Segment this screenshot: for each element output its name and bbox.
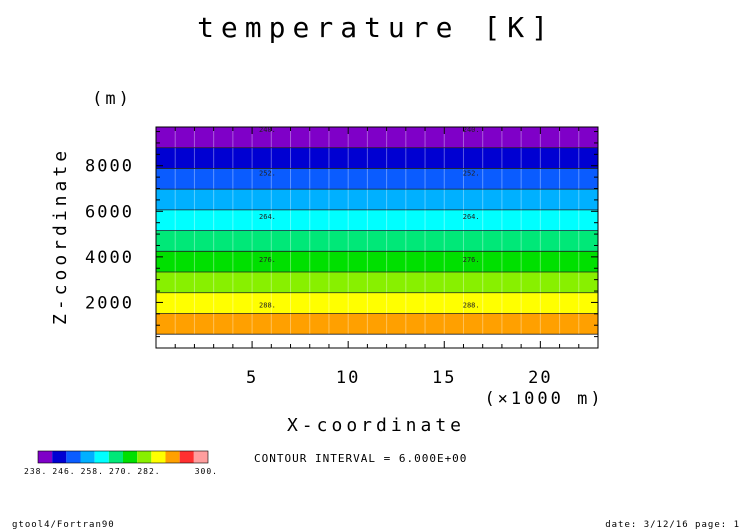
band-6 <box>156 251 598 273</box>
colorbar-swatch <box>193 451 208 463</box>
footer-right: date: 3/12/16 page: 1 <box>605 520 740 530</box>
colorbar-swatch <box>151 451 166 463</box>
colorbar-swatch <box>179 451 194 463</box>
band-0 <box>156 127 598 148</box>
plot-frame <box>155 126 599 349</box>
band-8 <box>156 292 598 314</box>
colorbar-label: 300. <box>195 467 218 476</box>
y-unit-label: (m) <box>92 89 132 109</box>
contour-label: 264. <box>259 213 276 221</box>
contour-label: 288. <box>259 302 276 310</box>
colorbar-frame <box>37 450 209 464</box>
colorbar-swatch <box>137 451 152 463</box>
contour-interval-text: CONTOUR INTERVAL = 6.000E+00 <box>254 452 467 465</box>
contour-label: 252. <box>463 170 480 178</box>
band-5 <box>156 230 598 252</box>
contour-label: 240. <box>259 126 276 134</box>
band-1 <box>156 147 598 169</box>
x-tick-label: 5 <box>246 368 258 388</box>
colorbar-label: 270. <box>109 467 132 476</box>
contour-label: 240. <box>463 126 480 134</box>
y-tick-label: 8000 <box>85 157 134 177</box>
colorbar-swatch <box>66 451 81 463</box>
y-tick-label: 4000 <box>85 248 134 268</box>
y-axis-label: Z-coordinate <box>50 147 71 325</box>
x-tick-label: 15 <box>432 368 456 388</box>
color-bands <box>156 127 598 335</box>
chart-title: temperature [K] <box>197 11 555 44</box>
colorbar: 238. 246. 258. 270. 282. 300. <box>24 450 218 476</box>
x-axis-label: X-coordinate <box>287 415 465 436</box>
colorbar-label: 238. <box>24 467 47 476</box>
contour-label: 252. <box>259 170 276 178</box>
colorbar-label: 246. <box>52 467 75 476</box>
colorbar-swatch <box>52 451 67 463</box>
axis-ticks: 5 10 15 20 2000 4000 6000 8000 <box>85 127 598 388</box>
colorbar-swatch <box>38 451 53 463</box>
x-tick-label: 10 <box>336 368 360 388</box>
colorbar-swatch <box>108 451 123 463</box>
contour-label: 276. <box>463 256 480 264</box>
contour-label: 288. <box>463 302 480 310</box>
colorbar-label: 258. <box>81 467 104 476</box>
y-tick-label: 2000 <box>85 293 134 313</box>
band-2 <box>156 168 598 190</box>
contour-label: 276. <box>259 256 276 264</box>
y-tick-label: 6000 <box>85 202 134 222</box>
colorbar-swatch <box>123 451 138 463</box>
contour-label: 264. <box>463 213 480 221</box>
colorbar-swatch <box>80 451 95 463</box>
band-7 <box>156 272 598 293</box>
colorbar-swatch <box>165 451 180 463</box>
colorbar-swatch <box>94 451 109 463</box>
band-3 <box>156 189 598 210</box>
band-4 <box>156 209 598 231</box>
colorbar-label: 282. <box>137 467 160 476</box>
x-unit-label: (×1000 m) <box>484 389 603 409</box>
band-9 <box>156 313 598 335</box>
grid-lines <box>174 127 580 348</box>
footer-left: gtool4/Fortran90 <box>12 520 115 530</box>
x-tick-label: 20 <box>528 368 552 388</box>
